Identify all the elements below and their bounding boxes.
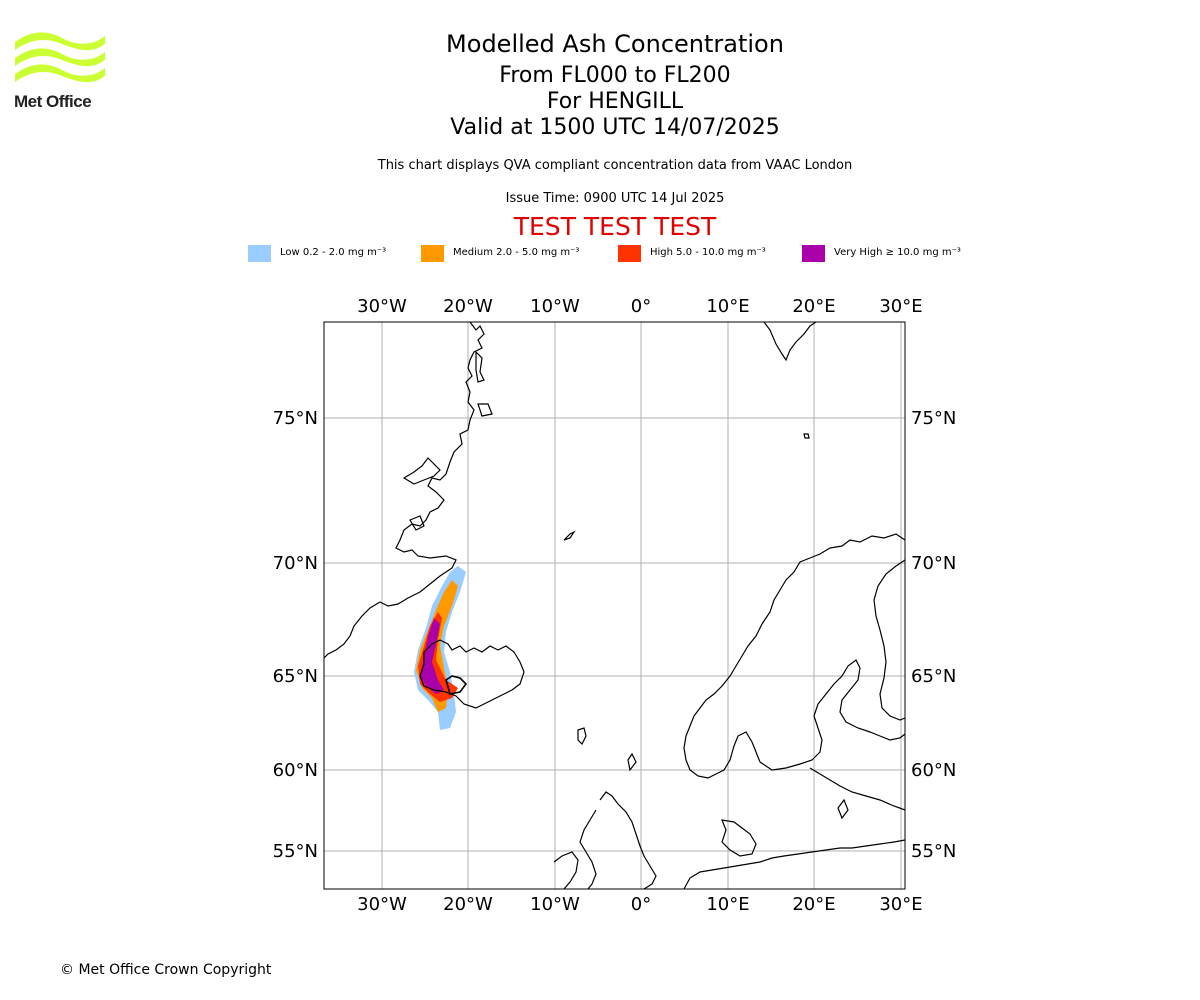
- faroe-islands: [577, 727, 587, 746]
- lon-label-top-0: 0°: [631, 296, 651, 317]
- baltic-coast: [809, 767, 906, 811]
- lon-label-top-10w: 10°W: [530, 296, 580, 317]
- svalbard-coast: [763, 321, 817, 362]
- denmark-coast: [721, 819, 757, 857]
- lon-label-bottom-0: 0°: [631, 894, 651, 915]
- subtitle-volcano: For HENGILL: [546, 89, 684, 114]
- met-office-logo-waves: [15, 32, 105, 83]
- legend-swatch-high: [618, 245, 641, 262]
- legend-label-medium: Medium 2.0 - 5.0 mg m⁻³: [453, 247, 580, 258]
- chart-title: Modelled Ash Concentration: [446, 30, 784, 58]
- legend-label-low: Low 0.2 - 2.0 mg m⁻³: [280, 247, 387, 258]
- coastlines: [323, 321, 906, 890]
- lat-label-right-75n: 75°N: [911, 408, 956, 429]
- lon-labels-top: 30°W 20°W 10°W 0° 10°E 20°E 30°E: [357, 296, 922, 317]
- iceland-marker: [445, 675, 468, 695]
- shetland: [627, 752, 637, 772]
- lat-label-left-70n: 70°N: [273, 553, 318, 574]
- jan-mayen: [563, 530, 576, 541]
- greenland-fjord: [402, 457, 441, 485]
- britain-west-coast: [579, 809, 597, 890]
- met-office-logo-text: Met Office: [14, 92, 92, 111]
- lon-label-bottom-20w: 20°W: [443, 894, 493, 915]
- bear-island: [803, 433, 810, 439]
- lon-label-bottom-30w: 30°W: [357, 894, 407, 915]
- greenland-coast: [323, 321, 485, 659]
- ireland-coast: [553, 851, 579, 890]
- lat-label-right-70n: 70°N: [911, 553, 956, 574]
- lat-label-right-55n: 55°N: [911, 841, 956, 862]
- greenland-island: [475, 350, 485, 383]
- issue-time: Issue Time: 0900 UTC 14 Jul 2025: [505, 191, 725, 206]
- lat-label-left-60n: 60°N: [273, 760, 318, 781]
- lat-labels-right: 75°N 70°N 65°N 60°N 55°N: [911, 408, 956, 862]
- legend-swatch-low: [248, 245, 271, 262]
- legend-swatch-medium: [421, 245, 444, 262]
- lon-label-top-20e: 20°E: [792, 296, 835, 317]
- test-banner: TEST TEST TEST: [513, 212, 717, 241]
- lon-label-top-30e: 30°E: [879, 296, 922, 317]
- gotland: [837, 798, 849, 820]
- lon-label-top-10e: 10°E: [706, 296, 749, 317]
- greenland-island-2: [477, 403, 493, 417]
- norway-coast: [683, 533, 906, 779]
- lat-label-left-55n: 55°N: [273, 841, 318, 862]
- lat-labels-left: 75°N 70°N 65°N 60°N 55°N: [273, 408, 318, 862]
- legend-label-very-high: Very High ≥ 10.0 mg m⁻³: [834, 247, 961, 258]
- lon-label-top-20w: 20°W: [443, 296, 493, 317]
- greenland-fjord-2: [409, 515, 425, 531]
- lat-label-left-75n: 75°N: [273, 408, 318, 429]
- lon-label-bottom-20e: 20°E: [792, 894, 835, 915]
- lon-label-bottom-30e: 30°E: [879, 894, 922, 915]
- lon-labels-bottom: 30°W 20°W 10°W 0° 10°E 20°E 30°E: [357, 894, 922, 915]
- lat-label-left-65n: 65°N: [273, 666, 318, 687]
- continent-coast: [683, 839, 906, 890]
- map-frame: [323, 321, 906, 890]
- lon-label-bottom-10w: 10°W: [530, 894, 580, 915]
- ash-plume: [414, 566, 466, 730]
- britain-coast: [599, 791, 657, 890]
- sweden-coast: [759, 659, 906, 771]
- lat-label-right-65n: 65°N: [911, 666, 956, 687]
- map-gridlines: [324, 322, 905, 889]
- chart-description: This chart displays QVA compliant concen…: [377, 158, 853, 173]
- finland-coast: [873, 559, 906, 721]
- lat-label-right-60n: 60°N: [911, 760, 956, 781]
- ash-very-high: [420, 618, 444, 694]
- iceland-coast: [419, 639, 525, 709]
- subtitle-flight-levels: From FL000 to FL200: [499, 63, 731, 88]
- subtitle-valid-time: Valid at 1500 UTC 14/07/2025: [450, 115, 780, 140]
- legend-swatch-very-high: [802, 245, 825, 262]
- lon-label-top-30w: 30°W: [357, 296, 407, 317]
- chart-subtitle: From FL000 to FL200 For HENGILL Valid at…: [0, 63, 1200, 141]
- copyright: © Met Office Crown Copyright: [60, 962, 272, 978]
- lon-label-bottom-10e: 10°E: [706, 894, 749, 915]
- legend-label-high: High 5.0 - 10.0 mg m⁻³: [650, 247, 766, 258]
